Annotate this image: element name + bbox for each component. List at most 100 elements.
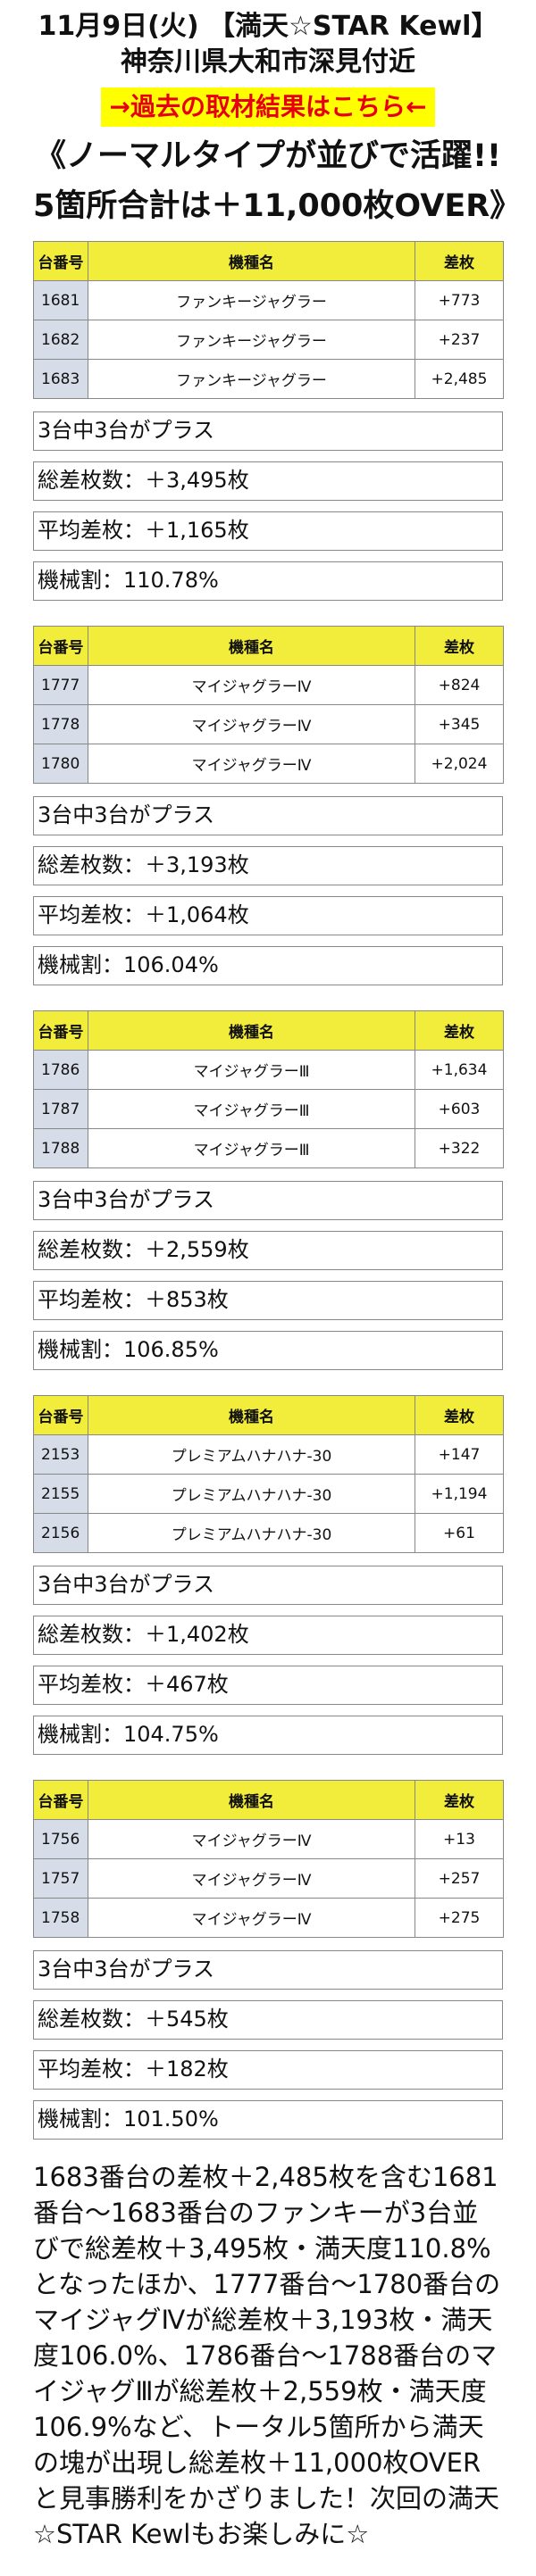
summary-box: 総差枚数：＋3,193枚 [33, 846, 503, 885]
coin-difference: +603 [415, 1089, 504, 1129]
machine-number: 1758 [33, 1898, 88, 1938]
summary-box: 3台中3台がプラス [33, 1566, 503, 1605]
table-row: 1756 マイジャグラーⅣ +13 [33, 1819, 504, 1859]
result-section: 台番号 機種名 差枚 1786 マイジャグラーⅢ +1,634 1787 マイジ… [33, 1010, 504, 1370]
coin-difference: +773 [415, 280, 504, 320]
summary-box: 機械割：101.50% [33, 2100, 503, 2140]
coin-difference: +61 [415, 1513, 504, 1553]
summary-box: 3台中3台がプラス [33, 411, 503, 451]
table-header-row: 台番号 機種名 差枚 [33, 1010, 504, 1051]
header-machine: 機種名 [88, 1395, 415, 1435]
summary-box: 平均差枚：＋182枚 [33, 2050, 503, 2090]
location-title: 神奈川県大和市深見付近 [121, 46, 415, 78]
header-machine: 機種名 [88, 1780, 415, 1820]
machine-name: マイジャグラーⅢ [88, 1050, 415, 1090]
coin-difference: +345 [415, 704, 504, 744]
summary-box: 機械割：106.04% [33, 946, 503, 985]
machine-number: 1788 [33, 1128, 88, 1168]
header-diff: 差枚 [415, 1780, 504, 1820]
summary-box: 3台中3台がプラス [33, 1950, 503, 1990]
results-table: 台番号 機種名 差枚 1786 マイジャグラーⅢ +1,634 1787 マイジ… [33, 1010, 504, 1168]
past-results-link-wrap: →過去の取材結果はこちら← [33, 87, 503, 127]
results-table: 台番号 機種名 差枚 1756 マイジャグラーⅣ +13 1757 マイジャグラ… [33, 1780, 504, 1938]
table-row: 1682 ファンキージャグラー +237 [33, 320, 504, 360]
summary-group: 3台中3台がプラス 総差枚数：＋3,495枚 平均差枚：＋1,165枚 機械割：110… [33, 411, 503, 601]
machine-name: プレミアムハナハナ-30 [88, 1474, 415, 1514]
table-header-row: 台番号 機種名 差枚 [33, 241, 504, 281]
summary-box: 機械割：106.85% [33, 1331, 503, 1370]
machine-number: 1756 [33, 1819, 88, 1859]
machine-name: マイジャグラーⅣ [88, 1858, 415, 1899]
machine-number: 1787 [33, 1089, 88, 1129]
coin-difference: +2,024 [415, 744, 504, 784]
headline-line-1: 《ノーマルタイプが並びで活躍!! [35, 138, 501, 174]
table-row: 1778 マイジャグラーⅣ +345 [33, 704, 504, 744]
coin-difference: +275 [415, 1898, 504, 1938]
results-table: 台番号 機種名 差枚 1681 ファンキージャグラー +773 1682 ファン… [33, 241, 504, 399]
table-row: 1758 マイジャグラーⅣ +275 [33, 1898, 504, 1938]
table-row: 2153 プレミアムハナハナ-30 +147 [33, 1434, 504, 1475]
machine-name: マイジャグラーⅣ [88, 704, 415, 744]
table-row: 1786 マイジャグラーⅢ +1,634 [33, 1050, 504, 1090]
header-diff: 差枚 [415, 241, 504, 281]
machine-number: 2155 [33, 1474, 88, 1514]
summary-box: 総差枚数：＋3,495枚 [33, 461, 503, 501]
header-diff: 差枚 [415, 1395, 504, 1435]
machine-name: ファンキージャグラー [88, 359, 415, 399]
summary-box: 3台中3台がプラス [33, 1181, 503, 1220]
coin-difference: +1,194 [415, 1474, 504, 1514]
machine-number: 1682 [33, 320, 88, 360]
summary-box: 機械割：110.78% [33, 561, 503, 601]
summary-box: 平均差枚：＋853枚 [33, 1281, 503, 1320]
summary-box: 総差枚数：＋1,402枚 [33, 1616, 503, 1655]
coin-difference: +147 [415, 1434, 504, 1475]
machine-number: 1786 [33, 1050, 88, 1090]
table-row: 1683 ファンキージャグラー +2,485 [33, 359, 504, 399]
machine-number: 1777 [33, 665, 88, 705]
coin-difference: +322 [415, 1128, 504, 1168]
header-number: 台番号 [33, 241, 88, 281]
machine-number: 2153 [33, 1434, 88, 1475]
header-machine: 機種名 [88, 1010, 415, 1051]
table-row: 1787 マイジャグラーⅢ +603 [33, 1089, 504, 1129]
table-row: 1780 マイジャグラーⅣ +2,024 [33, 744, 504, 784]
summary-group: 3台中3台がプラス 総差枚数：＋545枚 平均差枚：＋182枚 機械割：101.50% [33, 1950, 503, 2140]
table-row: 2156 プレミアムハナハナ-30 +61 [33, 1513, 504, 1553]
machine-name: ファンキージャグラー [88, 320, 415, 360]
results-sections: 台番号 機種名 差枚 1681 ファンキージャグラー +773 1682 ファン… [33, 241, 504, 2140]
header-number: 台番号 [33, 1010, 88, 1051]
result-section: 台番号 機種名 差枚 1777 マイジャグラーⅣ +824 1778 マイジャグ… [33, 626, 504, 985]
summary-box: 平均差枚：＋1,064枚 [33, 896, 503, 935]
header-machine: 機種名 [88, 241, 415, 281]
coin-difference: +2,485 [415, 359, 504, 399]
summary-box: 総差枚数：＋2,559枚 [33, 1231, 503, 1270]
results-table: 台番号 機種名 差枚 1777 マイジャグラーⅣ +824 1778 マイジャグ… [33, 626, 504, 784]
table-header-row: 台番号 機種名 差枚 [33, 1780, 504, 1820]
table-row: 1757 マイジャグラーⅣ +257 [33, 1858, 504, 1899]
machine-name: プレミアムハナハナ-30 [88, 1434, 415, 1475]
closing-text: 1683番台の差枚＋2,485枚を含む1681番台～1683番台のファンキーが3… [33, 2162, 501, 2549]
summary-group: 3台中3台がプラス 総差枚数：＋2,559枚 平均差枚：＋853枚 機械割：106.8… [33, 1181, 503, 1370]
header-machine: 機種名 [88, 626, 415, 666]
header-number: 台番号 [33, 1395, 88, 1435]
summary-group: 3台中3台がプラス 総差枚数：＋1,402枚 平均差枚：＋467枚 機械割：104.7… [33, 1566, 503, 1755]
machine-number: 1780 [33, 744, 88, 784]
coin-difference: +237 [415, 320, 504, 360]
header-diff: 差枚 [415, 1010, 504, 1051]
header-diff: 差枚 [415, 626, 504, 666]
table-row: 2155 プレミアムハナハナ-30 +1,194 [33, 1474, 504, 1514]
table-row: 1777 マイジャグラーⅣ +824 [33, 665, 504, 705]
result-section: 台番号 機種名 差枚 1681 ファンキージャグラー +773 1682 ファン… [33, 241, 504, 601]
past-results-link[interactable]: →過去の取材結果はこちら← [100, 87, 436, 127]
machine-name: マイジャグラーⅣ [88, 1819, 415, 1859]
summary-box: 平均差枚：＋1,165枚 [33, 511, 503, 551]
table-header-row: 台番号 機種名 差枚 [33, 1395, 504, 1435]
machine-name: ファンキージャグラー [88, 280, 415, 320]
machine-name: マイジャグラーⅣ [88, 744, 415, 784]
summary-group: 3台中3台がプラス 総差枚数：＋3,193枚 平均差枚：＋1,064枚 機械割：106… [33, 796, 503, 985]
results-table: 台番号 機種名 差枚 2153 プレミアムハナハナ-30 +147 2155 プ… [33, 1395, 504, 1553]
machine-name: マイジャグラーⅣ [88, 665, 415, 705]
machine-name: マイジャグラーⅣ [88, 1898, 415, 1938]
summary-box: 3台中3台がプラス [33, 796, 503, 835]
